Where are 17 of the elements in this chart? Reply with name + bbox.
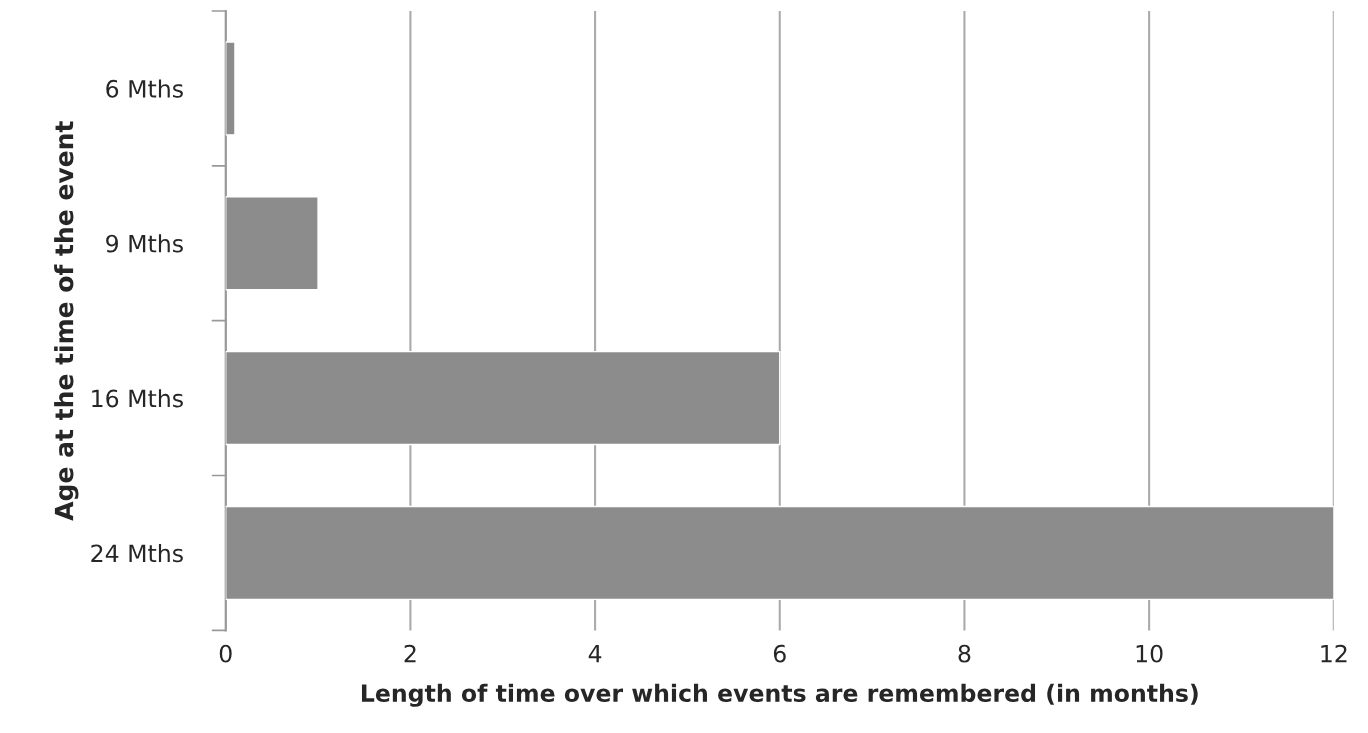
x-tick-label: 4 — [588, 645, 602, 663]
y-tick-label: 24 Mths — [91, 543, 183, 563]
x-tick-label: 8 — [958, 644, 971, 663]
x-axis-title: Length of time over which events are remembered (in months) — [361, 683, 1198, 707]
x-tick-label: 10 — [1136, 644, 1163, 663]
bar — [225, 196, 319, 291]
y-tick-label: 6 Mths — [106, 79, 183, 98]
y-axis-title: Age at the time of the event — [54, 121, 79, 521]
bar — [225, 505, 1334, 601]
x-tick-label: 2 — [404, 644, 416, 663]
x-tick-label: 12 — [1321, 644, 1347, 663]
y-tick-label: 9 Mths — [106, 234, 183, 253]
y-tick-label: 16 Mths — [92, 389, 183, 408]
x-tick-label: 6 — [773, 644, 786, 663]
bar — [225, 41, 236, 136]
bar — [225, 350, 781, 446]
x-tick-label: 0 — [219, 644, 232, 663]
